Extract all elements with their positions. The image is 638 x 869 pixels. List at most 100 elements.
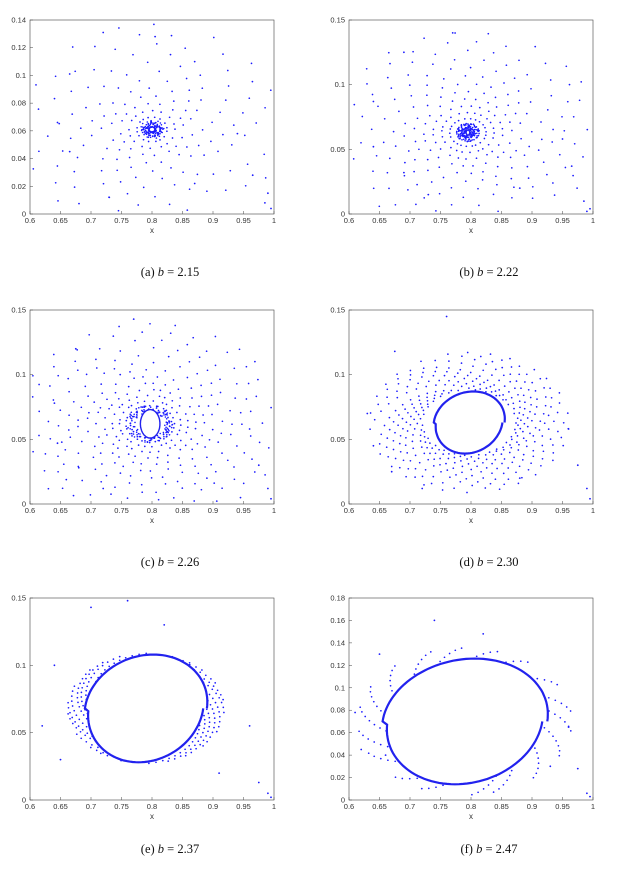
trajectory-point [105, 474, 108, 477]
trajectory-point [568, 83, 571, 86]
trajectory-point [457, 389, 460, 392]
trajectory-point [208, 438, 211, 441]
outlier-point [372, 444, 375, 447]
trajectory-point [492, 51, 495, 54]
trajectory-point [549, 79, 552, 81]
trajectory-point [151, 170, 154, 172]
trajectory-point [98, 436, 100, 438]
trajectory-point [517, 449, 520, 451]
trajectory-point [446, 370, 448, 373]
trajectory-point [147, 102, 149, 105]
trajectory-point [461, 471, 463, 474]
x-tick-label: 0.8 [466, 506, 476, 515]
outlier-point [267, 792, 269, 795]
trajectory-point [68, 414, 70, 417]
y-tick-label: 0.04 [11, 154, 26, 163]
trajectory-point [203, 421, 206, 424]
trajectory-point [207, 405, 210, 407]
trajectory-point [572, 115, 575, 118]
trajectory-point [529, 396, 532, 399]
trajectory-point [386, 388, 389, 391]
trajectory-point [450, 203, 453, 206]
x-tick-label: 0.6 [25, 506, 35, 515]
caption-eq-f: = 2.47 [485, 842, 518, 856]
trajectory-point [81, 728, 84, 731]
trajectory-point [460, 362, 463, 364]
trajectory-point [142, 118, 145, 121]
trajectory-point [178, 429, 181, 432]
trajectory-point [460, 105, 463, 108]
trajectory-point [438, 192, 441, 195]
trajectory-point [416, 117, 419, 120]
trajectory-point [210, 382, 213, 385]
trajectory-point [80, 737, 83, 740]
outlier-point [126, 599, 129, 602]
trajectory-point [394, 431, 396, 434]
trajectory-point [569, 710, 572, 712]
trajectory-point [543, 726, 546, 729]
trajectory-point [193, 60, 196, 63]
trajectory-point [477, 791, 479, 794]
trajectory-point [432, 400, 435, 403]
trajectory-point [552, 182, 554, 184]
trajectory-point [161, 759, 164, 762]
core-point [129, 428, 131, 430]
trajectory-point [151, 109, 154, 112]
trajectory-point [424, 140, 427, 142]
core-point [149, 126, 152, 128]
trajectory-point [471, 145, 474, 147]
trajectory-point [562, 421, 565, 424]
trajectory-point [479, 141, 482, 144]
trajectory-point [453, 461, 456, 464]
trajectory-point [90, 134, 93, 137]
trajectory-point [438, 448, 440, 451]
trajectory-point [114, 48, 117, 51]
core-point [165, 421, 168, 423]
trajectory-point [394, 760, 397, 763]
trajectory-point [76, 369, 79, 372]
trajectory-point [99, 752, 102, 755]
trajectory-point [502, 783, 505, 786]
trajectory-point [248, 97, 251, 100]
trajectory-point [101, 661, 104, 664]
trajectory-point [195, 747, 197, 750]
trajectory-point [410, 415, 412, 418]
trajectory-point [120, 429, 122, 432]
trajectory-point [450, 116, 452, 119]
trajectory-point [129, 90, 132, 93]
core-point [146, 121, 149, 123]
core-point [158, 126, 161, 129]
trajectory-point [188, 661, 191, 664]
trajectory-point [529, 101, 532, 103]
trajectory-point [95, 422, 97, 425]
trajectory-point [118, 655, 121, 658]
trajectory-point [129, 475, 132, 477]
trajectory-point [242, 112, 244, 114]
outlier-point [390, 470, 393, 473]
trajectory-point [448, 360, 450, 362]
trajectory-point [92, 456, 95, 459]
trajectory-point [214, 470, 217, 473]
trajectory-point [534, 45, 537, 48]
trajectory-point [203, 714, 205, 717]
trajectory-point [99, 406, 102, 409]
caption-eq-d: = 2.30 [486, 555, 519, 569]
trajectory-point [112, 102, 114, 104]
trajectory-point [450, 125, 453, 128]
caption-eq-e: = 2.37 [167, 842, 200, 856]
core-point [156, 405, 158, 407]
core-point [166, 427, 169, 430]
trajectory-point [558, 749, 561, 752]
outlier-point [218, 772, 221, 774]
core-point [155, 137, 158, 139]
trajectory-point [160, 339, 163, 342]
trajectory-point [549, 387, 551, 390]
core-point [133, 415, 135, 418]
trajectory-point [111, 452, 114, 454]
trajectory-point [118, 148, 121, 151]
trajectory-point [208, 693, 211, 696]
trajectory-point [358, 730, 360, 733]
trajectory-point [377, 105, 379, 108]
trajectory-point [531, 185, 534, 188]
trajectory-point [229, 169, 232, 172]
